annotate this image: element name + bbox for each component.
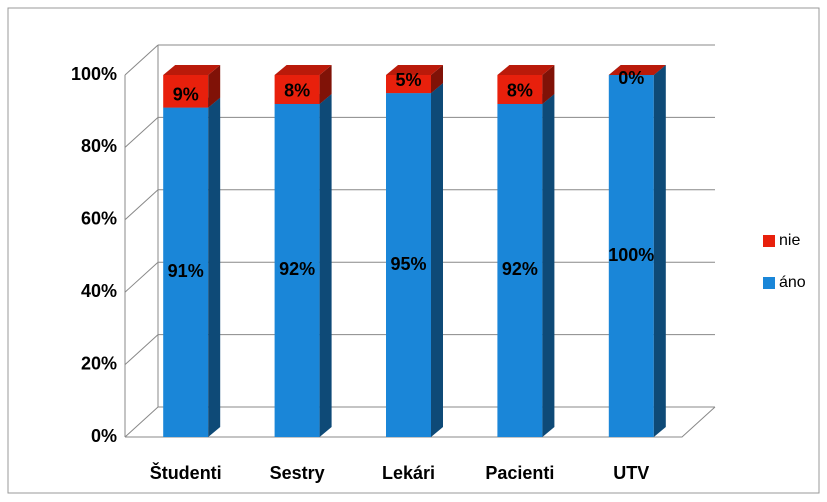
bar-top (274, 65, 332, 75)
x-tick-label: Študenti (150, 462, 222, 483)
data-label: 91% (168, 261, 204, 281)
x-tick-label: UTV (613, 463, 649, 483)
bar-side (319, 93, 332, 438)
data-label: 8% (284, 81, 310, 101)
grid-line-side (124, 334, 159, 365)
data-label: 5% (395, 70, 421, 90)
y-tick-label: 60% (81, 209, 117, 229)
bar-side (208, 65, 221, 108)
bar-front (497, 75, 543, 104)
y-tick-label: 0% (91, 426, 117, 446)
bar-front (163, 107, 209, 437)
bar (608, 65, 666, 75)
bar-top (608, 65, 666, 75)
bar (163, 65, 221, 108)
bar-top (386, 65, 443, 75)
data-label: 95% (390, 254, 426, 274)
grid-line-side (124, 406, 159, 438)
bar-side (542, 65, 555, 104)
bar-front (386, 75, 431, 94)
bar (497, 65, 555, 104)
bar-top (497, 65, 555, 75)
bar-side (208, 97, 221, 437)
bar-front (386, 93, 431, 437)
bar-side (542, 93, 555, 438)
x-tick-label: Lekári (382, 463, 435, 483)
grid-line-side (124, 44, 159, 76)
bar-front (497, 103, 543, 438)
x-tick-label: Pacienti (485, 463, 554, 483)
bar (608, 65, 666, 437)
bar-front (274, 103, 320, 438)
y-tick-label: 20% (81, 353, 117, 373)
data-label: 100% (608, 245, 654, 265)
y-tick-label: 80% (81, 136, 117, 156)
legend-label: áno (779, 274, 806, 291)
bar (274, 65, 332, 104)
data-label: 0% (618, 68, 644, 88)
bar (386, 65, 443, 94)
bar-side (431, 83, 443, 437)
legend-swatch (763, 235, 775, 247)
y-tick-label: 40% (81, 281, 117, 301)
bar-front (274, 75, 320, 104)
bar-top (163, 65, 221, 75)
grid-line-side (124, 117, 159, 148)
grid-line-side (124, 261, 159, 293)
bar-side (431, 65, 443, 94)
data-label: 92% (279, 259, 315, 279)
legend-label: nie (779, 232, 800, 249)
grid-line-side (124, 189, 159, 221)
data-label: 92% (502, 259, 538, 279)
data-label: 8% (507, 81, 533, 101)
bar-front (608, 75, 654, 437)
y-tick-label: 100% (71, 64, 117, 84)
data-label: 9% (173, 84, 199, 104)
bar-side (653, 65, 666, 437)
legend-swatch (763, 277, 775, 289)
bar-front (163, 75, 209, 108)
x-tick-label: Sestry (270, 463, 325, 483)
bar-side (319, 65, 332, 104)
